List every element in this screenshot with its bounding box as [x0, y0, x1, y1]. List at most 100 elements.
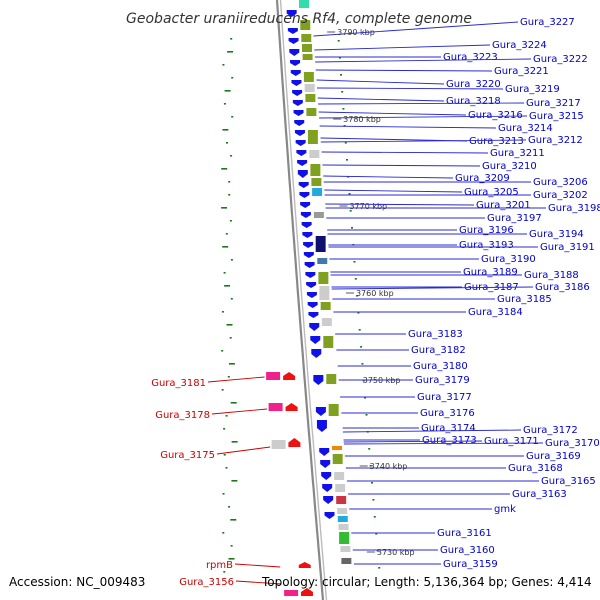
gene-label-forward[interactable]: Gura_3188 — [524, 270, 579, 281]
gene-label-forward[interactable]: Gura_3176 — [420, 408, 475, 419]
gene-label-reverse[interactable]: Gura_3156 — [179, 577, 234, 588]
scale-ticks: 3790 kbp 3780 kbp 3770 kbp 3760 kbp 3750 kbp… — [327, 28, 415, 557]
cog-block-forward — [334, 472, 345, 480]
gene-label-forward[interactable]: Gura_3184 — [468, 307, 523, 318]
gene-label-forward[interactable]: Gura_3168 — [508, 463, 563, 474]
gene-label-forward[interactable]: Gura_3222 — [533, 54, 588, 65]
backbone-strand-outer — [275, 0, 325, 600]
cog-block-shade — [336, 374, 340, 384]
gene-label-forward[interactable]: Gura_3189 — [463, 267, 518, 278]
gc-mark — [227, 376, 230, 378]
gene-label-forward[interactable]: Gura_3193 — [459, 240, 514, 251]
gene-label-forward[interactable]: Gura_3212 — [528, 135, 583, 146]
gene-label-forward[interactable]: Gura_3215 — [529, 111, 584, 122]
gene-label-forward[interactable]: Gura_3219 — [505, 84, 560, 95]
gc-mark — [337, 40, 340, 42]
gene-label-forward[interactable]: Gura_3210 — [482, 161, 537, 172]
gene-label-forward[interactable]: Gura_3191 — [540, 242, 595, 253]
gc-mark — [378, 567, 381, 569]
gene-label-forward[interactable]: Gura_3198 — [548, 203, 600, 214]
cog-block-shade — [325, 236, 329, 252]
gene-label-forward[interactable]: Gura_3177 — [417, 392, 472, 403]
gene-label-forward[interactable]: Gura_3202 — [533, 190, 588, 201]
gene-label-forward[interactable]: Gura_3186 — [535, 282, 590, 293]
gc-mark — [226, 324, 233, 326]
gene-label-forward[interactable]: Gura_3172 — [523, 425, 578, 436]
gene-label-forward[interactable]: Gura_3169 — [526, 451, 581, 462]
gene-label-forward[interactable]: Gura_3190 — [481, 254, 536, 265]
gene-arrow-forward — [316, 420, 327, 432]
gene-label-forward[interactable]: Gura_3170 — [545, 438, 600, 449]
cog-block-shade — [322, 188, 326, 196]
gc-mark — [228, 506, 231, 508]
gene-label-forward[interactable]: gmk — [494, 504, 516, 515]
gene-arrow-forward — [320, 460, 331, 468]
cog-block-forward — [311, 178, 322, 186]
scale-tick-label: 3780 kbp — [343, 115, 381, 124]
gene-label-forward[interactable]: Gura_3171 — [484, 436, 539, 447]
gene-arrow-reverse — [285, 403, 298, 411]
gene-label-forward[interactable]: Gura_3206 — [533, 177, 588, 188]
gene-label-forward[interactable]: Gura_3163 — [512, 489, 567, 500]
gene-label-forward[interactable]: Gura_3205 — [464, 187, 519, 198]
gene-label-forward[interactable]: Gura_3179 — [415, 375, 470, 386]
gene-label-forward[interactable]: Gura_3218 — [446, 96, 501, 107]
gc-mark — [223, 272, 226, 274]
gene-label-forward[interactable]: Gura_3223 — [443, 52, 498, 63]
gene-label-forward[interactable]: Gura_3174 — [421, 423, 476, 434]
gene-label-forward[interactable]: Gura_3213 — [469, 136, 524, 147]
cog-block-shade — [347, 516, 351, 522]
gene-label-reverse[interactable]: Gura_3181 — [151, 378, 206, 389]
gc-mark — [375, 533, 378, 535]
gene-label-forward[interactable]: Gura_3183 — [408, 329, 463, 340]
gene-label-forward[interactable]: Gura_3227 — [520, 17, 575, 28]
cog-block-shade — [331, 318, 335, 326]
gc-mark — [228, 194, 231, 196]
gc-mark — [357, 312, 360, 314]
cog-block-forward — [307, 130, 318, 144]
gene-label-forward[interactable]: Gura_3211 — [490, 148, 545, 159]
gene-label-forward[interactable]: Gura_3217 — [526, 98, 581, 109]
gene-label-forward[interactable]: Gura_3182 — [411, 345, 466, 356]
leader-line — [343, 440, 483, 443]
gene-label-forward[interactable]: Gura_3209 — [455, 173, 510, 184]
gene-label-forward[interactable]: Gura_3180 — [413, 361, 468, 372]
gene-label-forward[interactable]: Gura_3224 — [492, 40, 547, 51]
gene-arrow-forward — [298, 182, 309, 188]
gene-label-forward[interactable]: Gura_3159 — [443, 559, 498, 570]
gc-mark — [338, 57, 341, 59]
gene-label-forward[interactable]: Gura_3161 — [437, 528, 492, 539]
gc-mark — [221, 168, 228, 170]
gc-mark — [356, 295, 359, 297]
gene-label-forward[interactable]: Gura_3196 — [459, 225, 514, 236]
gene-arrow-forward — [302, 232, 313, 238]
gene-label-forward[interactable]: Gura_3201 — [476, 200, 531, 211]
gene-label-reverse[interactable]: Gura_3178 — [155, 410, 210, 421]
cog-block-forward — [340, 546, 351, 552]
cog-block-shade — [333, 336, 337, 348]
gene-label-forward[interactable]: Gura_3216 — [468, 110, 523, 121]
gene-label-forward[interactable]: Gura_3185 — [497, 294, 552, 305]
gc-mark — [223, 571, 226, 573]
gc-mark — [231, 116, 234, 118]
cog-block-forward — [332, 446, 342, 450]
cog-block-forward — [326, 374, 337, 384]
gene-label-forward[interactable]: Gura_3194 — [529, 229, 584, 240]
gene-label-reverse[interactable]: Gura_3175 — [160, 450, 215, 461]
gene-label-forward[interactable]: Gura_3220 — [446, 79, 501, 90]
gene-label-forward[interactable]: Gura_3165 — [541, 476, 596, 487]
gc-mark — [222, 129, 229, 131]
gene-arrow-forward — [301, 222, 312, 228]
gene-label-forward[interactable]: Gura_3160 — [440, 545, 495, 556]
gene-label-forward[interactable]: Gura_3214 — [498, 123, 553, 134]
cog-block-shade — [313, 72, 317, 82]
gc-mark — [222, 64, 225, 66]
gene-label-forward[interactable]: Gura_3221 — [494, 66, 549, 77]
gene-label-forward[interactable]: Gura_3197 — [487, 213, 542, 224]
gene-label-forward[interactable]: Gura_3173 — [422, 435, 477, 446]
gene-label-reverse[interactable]: rpmB — [206, 560, 233, 571]
gc-mark — [230, 155, 233, 157]
leader-line — [211, 408, 268, 415]
cog-block-shade — [328, 272, 332, 284]
